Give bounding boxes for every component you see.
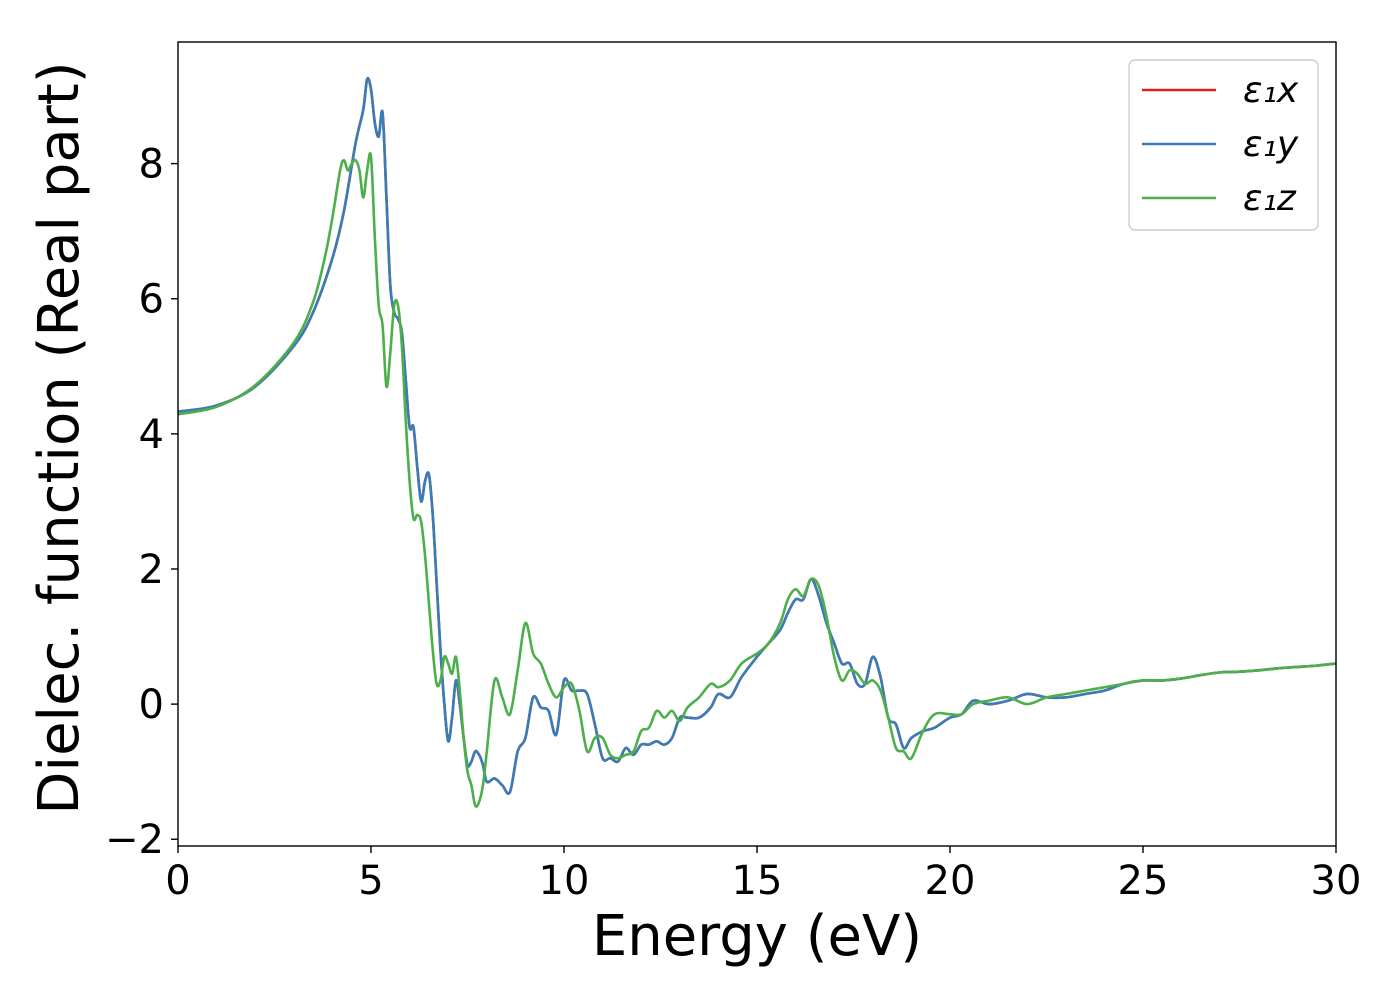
legend: ε₁x ε₁y ε₁z bbox=[1128, 59, 1319, 231]
y-tick-label: 4 bbox=[139, 412, 164, 458]
series-group bbox=[178, 76, 1336, 808]
x-axis-label: Energy (eV) bbox=[592, 904, 922, 969]
x-tick-label: 15 bbox=[732, 858, 783, 904]
x-tick-label: 5 bbox=[358, 858, 383, 904]
legend-box bbox=[1128, 59, 1319, 231]
x-tick-label: 10 bbox=[539, 858, 590, 904]
series-line-e1z bbox=[178, 151, 1336, 808]
legend-label: ε₁y bbox=[1243, 124, 1299, 165]
y-tick-label: −2 bbox=[105, 817, 164, 863]
y-tick-label: 2 bbox=[139, 547, 164, 593]
series-line-e1y bbox=[178, 76, 1336, 795]
x-axis-ticks: 0 5 10 15 20 25 30 bbox=[165, 846, 1361, 904]
x-tick-label: 25 bbox=[1118, 858, 1169, 904]
y-axis-label: Dielec. function (Real part) bbox=[27, 61, 92, 814]
x-tick-label: 0 bbox=[165, 858, 190, 904]
x-tick-label: 30 bbox=[1311, 858, 1362, 904]
x-tick-label: 20 bbox=[925, 858, 976, 904]
y-axis-ticks: −2 0 2 4 6 8 bbox=[105, 142, 178, 863]
y-tick-label: 6 bbox=[139, 277, 164, 323]
legend-label: ε₁z bbox=[1243, 178, 1297, 219]
y-tick-label: 8 bbox=[139, 142, 164, 188]
legend-label: ε₁x bbox=[1243, 70, 1299, 111]
y-tick-label: 0 bbox=[139, 682, 164, 728]
